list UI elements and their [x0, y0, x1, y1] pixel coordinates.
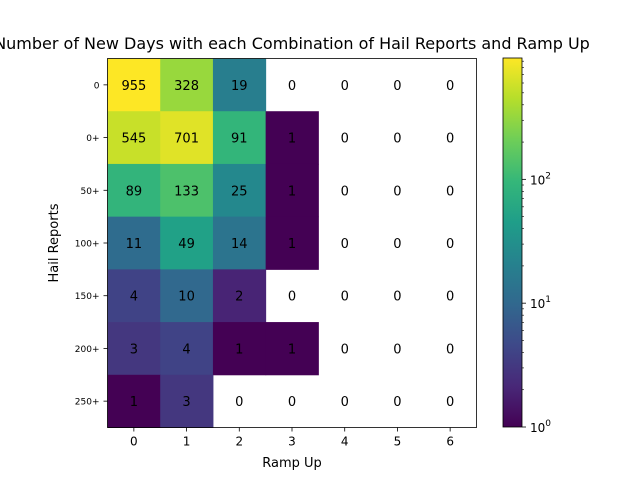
heatmap-cell: [107, 374, 161, 428]
cell-value-label: 2: [235, 290, 243, 305]
y-tick-label: 200+: [75, 345, 100, 355]
cell-value-label: 0: [341, 79, 349, 94]
y-axis-label: Hail Reports: [47, 203, 62, 282]
cell-value-label: 1: [288, 132, 296, 147]
heatmap-cell: [107, 163, 161, 218]
cell-value-label: 0: [446, 290, 454, 305]
x-tick-label: 5: [394, 435, 402, 449]
cell-value-label: 19: [231, 79, 248, 94]
heatmap-cell: [107, 111, 161, 165]
cell-value-label: 3: [130, 342, 138, 357]
heatmap-cell: [265, 216, 319, 270]
cell-value-label: 25: [231, 184, 248, 199]
cell-value-label: 0: [288, 79, 296, 94]
x-axis: 0 1 2 3 4 5 6: [130, 427, 454, 449]
colorbar-tick-label: 100: [530, 419, 551, 435]
heatmap-cell: [212, 216, 267, 270]
colorbar-tick-label: 102: [530, 171, 551, 187]
cell-value-label: 1: [288, 342, 296, 357]
cell-value-label: 1: [130, 395, 138, 410]
cell-value-label: 0: [393, 184, 401, 199]
heatmap-cell: [160, 322, 214, 376]
x-tick-label: 3: [288, 435, 296, 449]
cell-value-label: 11: [126, 237, 143, 252]
cell-value-label: 0: [446, 79, 454, 94]
heatmap-cell: [160, 374, 214, 428]
heatmap-cell: [212, 58, 267, 112]
y-tick-label: 100+: [75, 240, 100, 250]
heatmap-cell: [160, 269, 214, 323]
cell-value-label: 701: [174, 132, 199, 147]
heatmap-cell: [160, 111, 214, 165]
heatmap-cell: [265, 163, 319, 218]
y-tick-label: 0: [94, 81, 100, 91]
cell-value-label: 0: [393, 237, 401, 252]
cell-value-label: 4: [182, 342, 190, 357]
cell-value-label: 0: [393, 342, 401, 357]
x-axis-label: Ramp Up: [262, 456, 322, 471]
y-tick-label: 250+: [75, 398, 100, 408]
heatmap-cell: [107, 322, 161, 376]
x-tick-label: 0: [130, 435, 138, 449]
chart-title: Number of New Days with each Combination…: [0, 34, 590, 53]
cell-value-label: 0: [341, 184, 349, 199]
cell-value-label: 91: [231, 132, 248, 147]
cell-value-label: 3: [182, 395, 190, 410]
heatmap-cell: [265, 111, 319, 165]
y-tick-label: 150+: [75, 292, 100, 302]
cell-value-label: 10: [178, 290, 195, 305]
cell-value-label: 0: [288, 395, 296, 410]
cell-value-label: 49: [178, 237, 195, 252]
cell-value-label: 0: [393, 79, 401, 94]
y-tick-label: 0+: [86, 134, 99, 144]
y-tick-label: 50+: [81, 187, 100, 197]
heatmap-cell: [212, 322, 267, 376]
cell-value-label: 0: [446, 237, 454, 252]
cell-value-label: 0: [341, 395, 349, 410]
cell-value-label: 133: [174, 184, 199, 199]
heatmap-cell: [160, 163, 214, 218]
heatmap-cell: [107, 269, 161, 323]
cell-value-label: 1: [288, 184, 296, 199]
heatmap-cell: [160, 58, 214, 112]
cell-value-label: 1: [235, 342, 243, 357]
cell-value-label: 0: [446, 184, 454, 199]
cell-value-label: 0: [446, 342, 454, 357]
x-tick-label: 1: [183, 435, 191, 449]
cell-value-label: 0: [446, 395, 454, 410]
heatmap-cell: [212, 163, 267, 218]
cell-value-label: 0: [341, 290, 349, 305]
heatmap-cell: [107, 58, 161, 112]
heatmap-cell: [160, 216, 214, 270]
cell-value-label: 89: [126, 184, 143, 199]
x-tick-label: 2: [235, 435, 243, 449]
cell-value-label: 955: [121, 79, 146, 94]
cell-value-label: 0: [288, 290, 296, 305]
cell-value-label: 1: [288, 237, 296, 252]
cell-value-label: 4: [130, 290, 138, 305]
cell-value-label: 0: [393, 290, 401, 305]
cell-value-label: 0: [341, 342, 349, 357]
cell-value-label: 14: [231, 237, 248, 252]
heatmap-cell: [212, 269, 267, 323]
cell-value-label: 0: [341, 237, 349, 252]
cell-value-label: 0: [393, 395, 401, 410]
heatmap-cell: [265, 322, 319, 376]
colorbar-tick-label: 101: [530, 295, 551, 311]
cell-value-label: 0: [393, 132, 401, 147]
colorbar: [502, 57, 523, 428]
y-axis: 0 0+ 50+ 100+ 150+ 200+ 250+: [75, 81, 108, 408]
cell-value-label: 0: [341, 132, 349, 147]
cell-value-label: 0: [235, 395, 243, 410]
cell-value-label: 328: [174, 79, 199, 94]
x-tick-label: 6: [446, 435, 454, 449]
cell-value-label: 0: [446, 132, 454, 147]
colorbar-ticks: 100 101 102: [522, 60, 551, 435]
x-tick-label: 4: [341, 435, 349, 449]
heatmap-cell: [212, 111, 267, 165]
heatmap-cell: [107, 216, 161, 270]
cell-value-label: 545: [121, 132, 146, 147]
